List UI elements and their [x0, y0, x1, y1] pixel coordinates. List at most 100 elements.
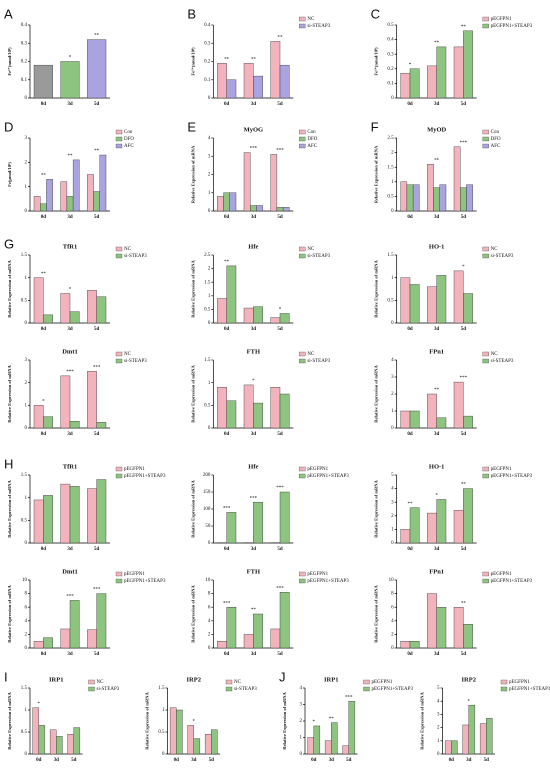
significance-label: *** — [460, 141, 468, 146]
bar — [427, 164, 434, 212]
x-tick-label: 0d — [41, 327, 47, 332]
y-tick-label: 0.5 — [21, 518, 28, 523]
bar — [253, 502, 263, 544]
y-tick-label: 8 — [25, 592, 28, 597]
bar — [73, 727, 81, 755]
y-tick-label: 2 — [208, 633, 211, 638]
x-tick-label: 3d — [251, 327, 257, 332]
x-tick-label: 3d — [466, 758, 472, 763]
legend-swatch — [482, 358, 489, 364]
bar — [69, 311, 80, 324]
bar — [463, 293, 473, 324]
significance-label: *** — [276, 149, 284, 154]
bar — [463, 30, 473, 99]
y-tick-label: 4 — [300, 686, 303, 691]
x-tick-label: 0d — [224, 547, 230, 552]
bar — [87, 39, 107, 99]
y-axis-label: Fe²⁺(nmol/10⁶) — [374, 47, 379, 76]
panel-label: I — [4, 669, 8, 684]
bar — [243, 634, 254, 649]
significance-label: ** — [94, 34, 100, 39]
legend-swatch — [115, 358, 123, 364]
y-tick-label: 3 — [25, 358, 28, 363]
bar — [409, 410, 420, 429]
bar — [96, 479, 107, 544]
significance-label: ** — [461, 25, 467, 30]
legend-label: pEGFPN1+STEAP3 — [307, 474, 349, 479]
significance-label: *** — [223, 601, 231, 606]
legend-swatch — [500, 686, 508, 692]
bar — [276, 207, 284, 212]
y-tick-label: 0 — [162, 752, 165, 757]
y-tick-label: 1 — [25, 496, 28, 501]
bar — [69, 600, 80, 649]
significance-label: * — [42, 399, 45, 404]
panel-label: E — [187, 119, 196, 134]
y-tick-label: 0.4 — [21, 23, 28, 28]
bar — [331, 722, 338, 755]
y-tick-label: 3 — [391, 500, 394, 505]
x-tick-label: 5d — [209, 758, 215, 763]
x-tick-label: 3d — [67, 652, 73, 657]
legend-label: pEGFPN1+STEAP3 — [307, 579, 349, 584]
y-tick-label: 3 — [391, 375, 394, 380]
y-tick-label: 0 — [25, 426, 28, 431]
x-tick-label: 3d — [67, 547, 73, 552]
bar — [49, 729, 57, 755]
legend-swatch — [88, 679, 95, 685]
y-tick-label: 0.5 — [204, 403, 211, 408]
legend-label: si-STEAP3 — [124, 254, 147, 259]
y-axis-label: Relative Expression of mRNA — [7, 584, 12, 642]
x-tick-label: 5d — [94, 547, 100, 552]
y-tick-label: 0.5 — [21, 298, 28, 303]
bar — [409, 68, 420, 99]
legend-swatch — [299, 578, 306, 584]
significance-label: *** — [66, 370, 74, 375]
y-tick-label: 1.5 — [21, 473, 28, 478]
bar — [243, 384, 254, 429]
bar — [87, 290, 97, 324]
bar — [406, 184, 414, 212]
x-tick-label: 0d — [41, 652, 47, 657]
y-axis-label: Relative Expression of mRNA — [282, 691, 287, 749]
bar — [279, 64, 290, 99]
bar — [400, 277, 411, 324]
x-tick-label: 3d — [251, 102, 257, 107]
x-tick-label: 0d — [36, 758, 42, 763]
bar — [69, 486, 80, 544]
legend-label: pEGFPN1 — [124, 467, 145, 472]
legend-label: pEGFPN1+STEAP3 — [124, 579, 166, 584]
significance-label: *** — [250, 496, 258, 501]
x-tick-label: 5d — [94, 432, 100, 437]
significance-label: *** — [460, 376, 468, 381]
legend-swatch — [482, 253, 489, 259]
bar — [169, 707, 177, 755]
significance-label: *** — [93, 588, 101, 593]
y-tick-label: 0.5 — [21, 730, 28, 735]
legend-swatch — [482, 246, 489, 252]
y-axis-label: Relative Expression of mRNA — [190, 479, 195, 537]
chart-title: MyOG — [244, 126, 264, 133]
x-tick-label: 3d — [251, 432, 257, 437]
bar — [479, 723, 487, 755]
y-tick-label: 2 — [300, 719, 303, 724]
x-tick-label: 3d — [54, 758, 60, 763]
y-axis-label: Relative Expression of mRNA — [145, 691, 150, 749]
bar — [427, 593, 437, 649]
x-tick-label: 3d — [67, 432, 73, 437]
significance-label: ** — [41, 174, 47, 179]
x-tick-label: 0d — [41, 215, 47, 220]
bar — [436, 46, 447, 99]
significance-label: ** — [408, 502, 414, 507]
x-tick-label: 3d — [67, 102, 73, 107]
legend-swatch — [115, 136, 123, 142]
bar — [282, 207, 290, 212]
bar — [211, 729, 218, 755]
y-axis-label: Relative Expression of mRNA — [374, 364, 379, 422]
legend-swatch — [482, 143, 489, 149]
y-tick-label: 0.4 — [387, 38, 394, 43]
legend-label: pEGFPN1+STEAP3 — [491, 579, 533, 584]
y-tick-label: 4 — [25, 619, 28, 624]
chart-title: MyOD — [427, 126, 446, 133]
legend-label: DFO — [307, 137, 317, 142]
